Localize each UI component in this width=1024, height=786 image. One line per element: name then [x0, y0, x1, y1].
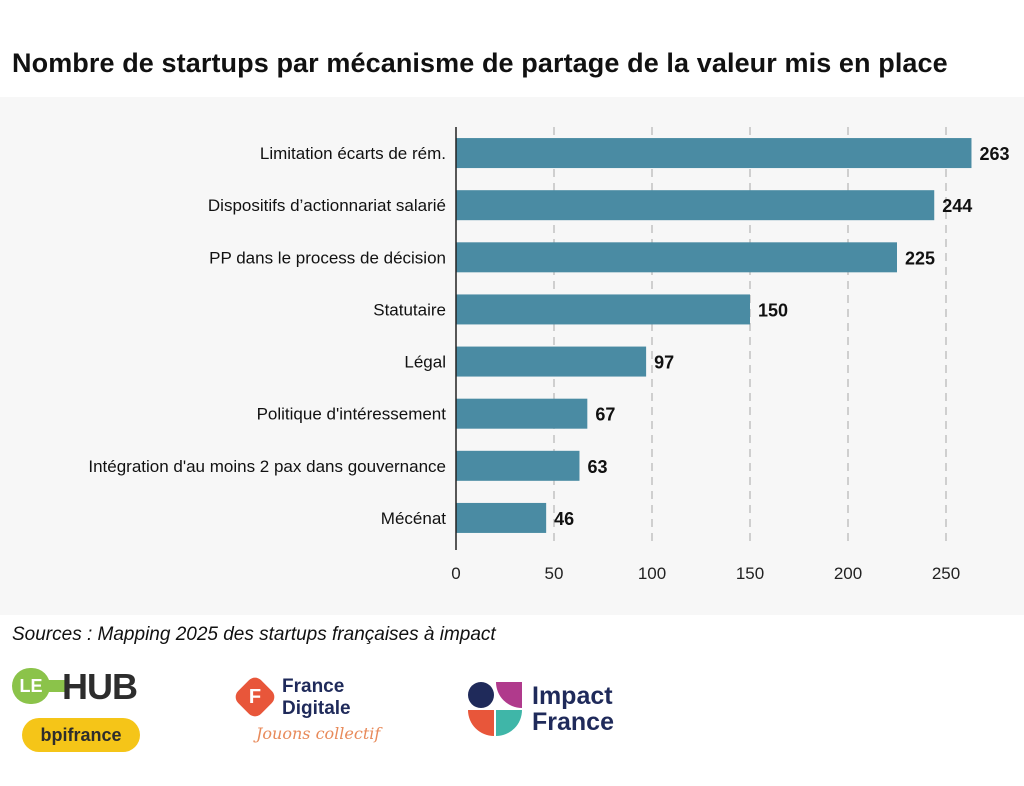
category-label: Mécénat [381, 509, 446, 528]
le-hub-link-shape [46, 680, 66, 692]
x-tick-label: 150 [736, 564, 764, 583]
data-label: 63 [587, 457, 607, 477]
category-label: Dispositifs d’actionnariat salarié [208, 196, 446, 215]
france-digitale-line1: France [282, 676, 345, 697]
category-label: Légal [404, 353, 446, 372]
bar [456, 450, 580, 481]
category-label: Limitation écarts de rém. [260, 144, 446, 163]
data-label: 150 [758, 300, 788, 320]
impact-france-icon [468, 682, 522, 736]
data-label: 225 [905, 248, 935, 268]
data-label: 263 [979, 144, 1009, 164]
impact-france-line2: France [532, 708, 614, 736]
france-digitale-icon-glyph: F [248, 686, 262, 708]
x-tick-label: 200 [834, 564, 862, 583]
le-hub-le-mark: LE [12, 668, 50, 704]
bar-chart: Limitation écarts de rém. 263 Dispositifs … [88, 127, 1010, 583]
bar [456, 346, 647, 377]
data-label: 67 [595, 405, 615, 425]
category-label: PP dans le process de décision [209, 248, 446, 267]
x-tick-label: 50 [545, 564, 564, 583]
category-label: Intégration d'au moins 2 pax dans gouver… [88, 457, 446, 476]
x-tick-label: 100 [638, 564, 666, 583]
bar [456, 502, 547, 533]
data-label: 244 [942, 196, 972, 216]
bpifrance-badge: bpifrance [22, 718, 140, 752]
x-tick-label: 250 [932, 564, 960, 583]
bar [456, 190, 935, 221]
le-hub-bpifrance-logo: LE HUB bpifrance [12, 664, 152, 756]
data-label: 97 [654, 353, 674, 373]
bar [456, 398, 588, 429]
sources-note: Sources : Mapping 2025 des startups fran… [12, 624, 496, 645]
chart-title: Nombre de startups par mécanisme de part… [12, 48, 948, 78]
le-hub-wordmark: HUB [62, 666, 138, 707]
impact-france-line1: Impact [532, 682, 613, 710]
bar [456, 242, 897, 273]
france-digitale-line2: Digitale [282, 698, 351, 719]
category-label: Statutaire [373, 300, 446, 319]
bar [456, 294, 750, 325]
data-label: 46 [554, 509, 574, 529]
bar [456, 138, 972, 169]
france-digitale-logo: F France Digitale Jouons collectif [232, 674, 386, 754]
x-tick-label: 0 [451, 564, 460, 583]
france-digitale-tagline: Jouons collectif [256, 724, 381, 743]
impact-france-logo: Impact France [466, 680, 636, 740]
category-label: Politique d'intéressement [257, 405, 447, 424]
